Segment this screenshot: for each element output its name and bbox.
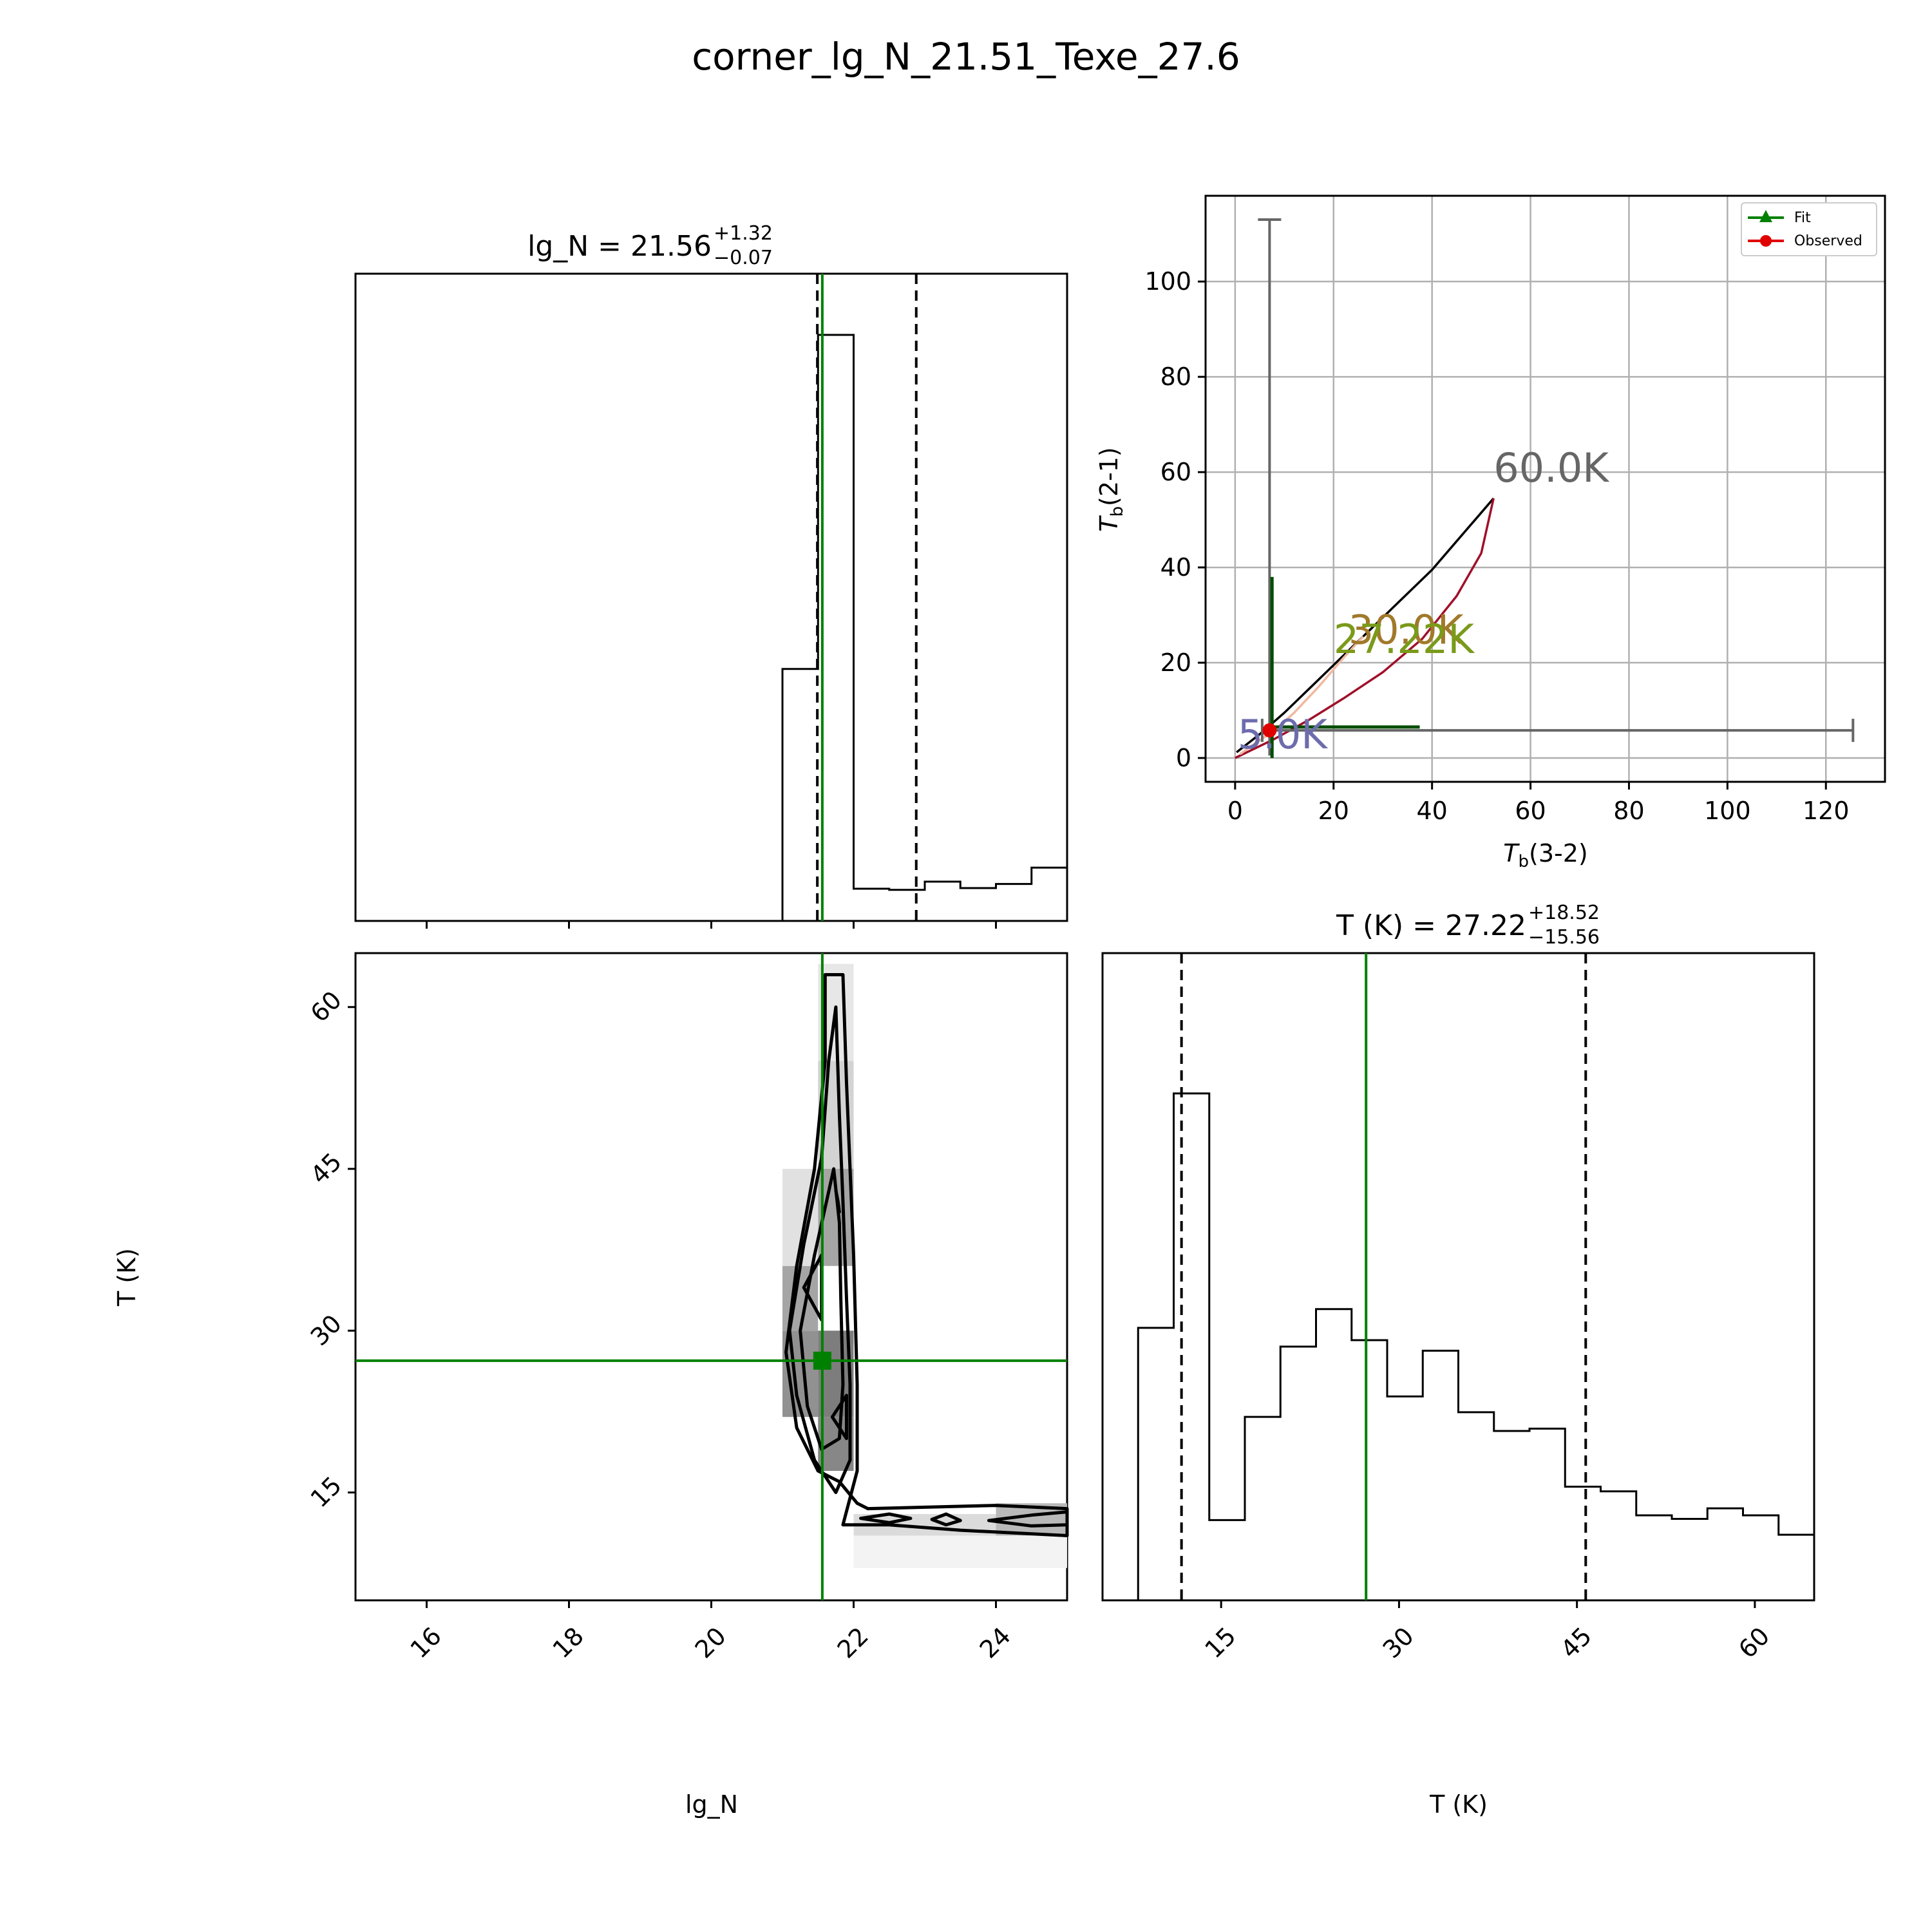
contour-y-ticks: 15 30 45 60 xyxy=(305,985,355,1513)
diagram-frame xyxy=(1204,194,1886,783)
density-cell-10 xyxy=(853,1535,1067,1568)
T-hist-markers xyxy=(1180,953,1587,1600)
lgN-hist-outline xyxy=(355,334,1068,922)
T-hist-title: T (K) = 27.22 xyxy=(1336,909,1526,942)
contour-ytick-label-2: 45 xyxy=(305,1148,347,1189)
lgN-hist-frame xyxy=(354,272,1068,922)
panel-joint-contour: 16 18 20 22 24 15 30 45 60 lg_N T (K) xyxy=(113,952,1069,1819)
contour-xlabel: lg_N xyxy=(685,1790,738,1819)
T-hist-title-minus: −15.56 xyxy=(1528,926,1600,949)
diagram-xtick-label-2: 40 xyxy=(1416,797,1447,825)
contour-ylabel: T (K) xyxy=(113,1248,141,1307)
lgN-hist-title-plus: +1.32 xyxy=(714,222,773,245)
contour-ytick-label-1: 30 xyxy=(305,1309,347,1351)
diagram-ytick-label-0: 0 xyxy=(1176,744,1191,772)
contour-x-ticks: 16 18 20 22 24 xyxy=(405,1600,1016,1663)
contour-ytick-label-3: 60 xyxy=(305,985,347,1027)
diagram-xtick-label-6: 120 xyxy=(1803,797,1850,825)
contour-level-8 xyxy=(987,1510,1069,1528)
diagram-xtick-label-5: 100 xyxy=(1704,797,1751,825)
T-hist-title-plus: +18.52 xyxy=(1528,902,1600,924)
contour-ytick-label-0: 15 xyxy=(305,1471,347,1513)
T-hist-xtick-label-1: 30 xyxy=(1378,1622,1419,1663)
contour-xtick-label-2: 20 xyxy=(690,1622,732,1663)
T-hist-x-ticks: 15 30 45 60 xyxy=(1199,1600,1775,1663)
contour-truth-marker xyxy=(813,1351,831,1370)
diagram-xtick-label-0: 0 xyxy=(1227,797,1243,825)
panel-T-histogram: 15 30 45 60 T (K) = 27.22 +18.52 −15.56 T (… xyxy=(1101,902,1815,1819)
lgN-hist-markers xyxy=(816,274,918,921)
diagram-grid xyxy=(1206,196,1885,782)
diagram-ytick-label-3: 60 xyxy=(1160,458,1191,486)
T-hist-xtick-label-0: 15 xyxy=(1199,1622,1241,1663)
diagram-y-ticks: 0 20 40 60 80 100 xyxy=(1144,267,1206,772)
T-hist-xtick-label-3: 60 xyxy=(1733,1622,1775,1663)
contour-level-4 xyxy=(830,1394,848,1441)
diagram-annotation-1: 30.0K xyxy=(1349,606,1464,653)
diagram-ytick-label-2: 40 xyxy=(1160,553,1191,582)
contour-frame xyxy=(354,952,1068,1602)
contour-xtick-label-0: 16 xyxy=(405,1622,447,1663)
diagram-xtick-label-1: 20 xyxy=(1318,797,1349,825)
panel-lgN-histogram: lg_N = 21.56 +1.32 −0.07 xyxy=(354,222,1068,929)
figure-title: corner_lg_N_21.51_Texe_27.6 xyxy=(692,35,1240,79)
legend-box xyxy=(1741,202,1877,256)
T-hist-bars xyxy=(1103,1092,1815,1602)
legend-fit-marker xyxy=(1759,210,1772,222)
T-hist-xtick-label-2: 45 xyxy=(1555,1622,1597,1663)
legend-observed-label: Observed xyxy=(1794,233,1862,249)
diagram-annotation-0: 60.0K xyxy=(1493,444,1609,491)
legend-observed-marker xyxy=(1760,235,1772,247)
contour-truth-lines xyxy=(355,953,1067,1600)
T-hist-outline xyxy=(1103,1092,1815,1602)
lgN-hist-title-minus: −0.07 xyxy=(714,247,773,269)
contour-xtick-label-1: 18 xyxy=(547,1622,589,1663)
diagram-legend: Fit Observed xyxy=(1741,202,1877,256)
diagram-annotation-3: 5.0K xyxy=(1238,711,1329,758)
diagram-points xyxy=(1258,218,1855,759)
observed-point xyxy=(1262,723,1277,738)
diagram-series-fit-0 xyxy=(1236,497,1495,753)
lgN-hist-ticks xyxy=(426,921,997,929)
contour-level-7 xyxy=(859,1512,913,1524)
diagram-ytick-label-1: 20 xyxy=(1160,649,1191,677)
diagram-ylabel: Tb(2-1) xyxy=(1095,447,1127,531)
diagram-series xyxy=(1235,497,1495,759)
contour-level-6 xyxy=(930,1512,962,1527)
legend-fit-label: Fit xyxy=(1794,210,1811,226)
contour-level-5 xyxy=(834,1189,841,1214)
diagram-series-curve-2 xyxy=(1239,636,1364,755)
diagram-x-ticks: 0 20 40 60 80 100 120 xyxy=(1227,782,1850,825)
lgN-hist-title: lg_N = 21.56 xyxy=(527,230,712,263)
diagram-xtick-label-4: 80 xyxy=(1613,797,1644,825)
T-hist-frame xyxy=(1101,952,1815,1602)
diagram-ytick-label-5: 100 xyxy=(1144,267,1191,296)
contour-level-1 xyxy=(788,1005,852,1494)
diagram-ytick-label-4: 80 xyxy=(1160,363,1191,391)
diagram-xtick-label-3: 60 xyxy=(1515,797,1546,825)
contour-xtick-label-4: 24 xyxy=(974,1622,1016,1663)
T-hist-xlabel: T (K) xyxy=(1429,1790,1488,1819)
contour-xtick-label-3: 22 xyxy=(832,1622,874,1663)
diagram-annotation-2: 27.22K xyxy=(1334,616,1475,663)
contour-level-0 xyxy=(784,973,1069,1537)
diagram-series-curve-1 xyxy=(1235,498,1495,759)
diagram-xlabel: Tb(3-2) xyxy=(1503,839,1587,871)
density-cell-0 xyxy=(782,1265,819,1331)
lgN-hist-bars xyxy=(355,334,1068,922)
